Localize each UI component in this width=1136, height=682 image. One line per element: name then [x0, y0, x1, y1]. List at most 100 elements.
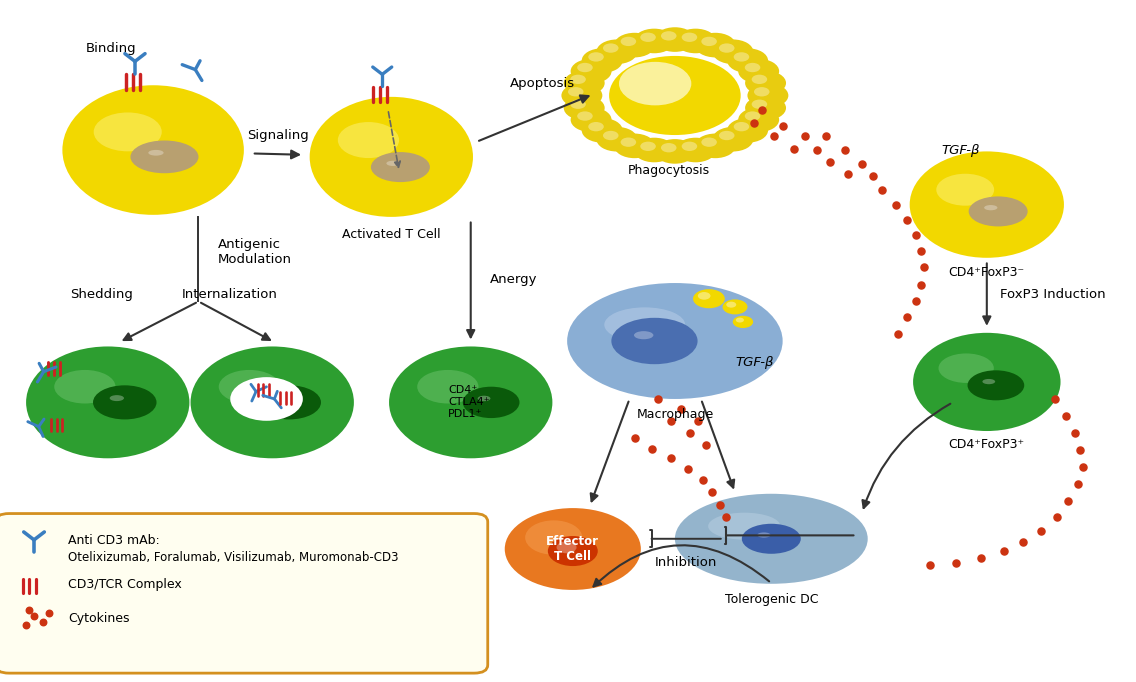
Ellipse shape — [26, 346, 190, 458]
Text: Otelixizumab, Foralumab, Visilizumab, Muromonab-CD3: Otelixizumab, Foralumab, Visilizumab, Mu… — [68, 551, 399, 565]
Circle shape — [620, 37, 636, 46]
Circle shape — [588, 122, 604, 132]
Circle shape — [603, 131, 618, 140]
Ellipse shape — [913, 333, 1061, 431]
Point — [753, 105, 771, 116]
Point — [995, 546, 1013, 557]
Circle shape — [570, 74, 586, 84]
Point — [688, 416, 707, 427]
Circle shape — [661, 31, 677, 40]
Circle shape — [736, 318, 744, 323]
Circle shape — [701, 138, 717, 147]
Point — [808, 145, 826, 155]
Ellipse shape — [310, 97, 473, 217]
Text: Phagocytosis: Phagocytosis — [628, 164, 710, 177]
Point — [1033, 525, 1051, 536]
Text: CD3/TCR Complex: CD3/TCR Complex — [68, 578, 182, 591]
Circle shape — [570, 108, 611, 132]
Point — [821, 157, 840, 168]
Text: Activated T Cell: Activated T Cell — [342, 228, 441, 241]
Point — [40, 608, 58, 619]
Point — [1069, 479, 1087, 490]
Text: Effector
T Cell: Effector T Cell — [546, 535, 600, 563]
Point — [662, 416, 680, 427]
FancyBboxPatch shape — [0, 514, 487, 673]
Circle shape — [654, 139, 695, 164]
Ellipse shape — [274, 395, 289, 401]
Point — [34, 617, 52, 627]
Ellipse shape — [93, 385, 157, 419]
Point — [680, 428, 699, 439]
Circle shape — [557, 542, 577, 553]
Circle shape — [609, 56, 741, 135]
Point — [836, 145, 854, 155]
Circle shape — [231, 377, 303, 421]
Point — [25, 610, 43, 621]
Circle shape — [615, 33, 655, 57]
Point — [662, 453, 680, 464]
Text: Signaling: Signaling — [247, 129, 309, 142]
Point — [717, 512, 735, 522]
Ellipse shape — [191, 346, 354, 458]
Circle shape — [641, 142, 655, 151]
Point — [908, 296, 926, 307]
Ellipse shape — [758, 533, 770, 537]
Circle shape — [563, 95, 604, 120]
Point — [796, 131, 815, 142]
Circle shape — [693, 289, 725, 308]
Circle shape — [754, 87, 769, 96]
Ellipse shape — [62, 85, 244, 215]
Circle shape — [734, 53, 750, 61]
Circle shape — [698, 292, 710, 299]
Circle shape — [752, 74, 767, 84]
Point — [626, 432, 644, 443]
Text: Anti CD3 mAb:: Anti CD3 mAb: — [68, 534, 160, 548]
Circle shape — [577, 63, 593, 72]
Circle shape — [568, 87, 584, 96]
Point — [745, 117, 763, 128]
Point — [711, 499, 729, 510]
Circle shape — [577, 111, 593, 121]
Circle shape — [563, 71, 604, 95]
Circle shape — [570, 59, 611, 83]
Circle shape — [596, 127, 637, 151]
Point — [853, 158, 871, 169]
Circle shape — [620, 138, 636, 147]
Point — [703, 487, 721, 498]
Circle shape — [661, 143, 677, 152]
Ellipse shape — [337, 122, 399, 158]
Text: CD4⁺FoxP3⁺: CD4⁺FoxP3⁺ — [949, 438, 1025, 451]
Circle shape — [561, 83, 602, 108]
Point — [643, 443, 661, 454]
Point — [17, 620, 35, 631]
Circle shape — [712, 127, 753, 151]
Point — [774, 121, 792, 132]
Text: CD4⁺
CTLA4⁺
PDL1⁺: CD4⁺ CTLA4⁺ PDL1⁺ — [448, 385, 490, 419]
Point — [649, 394, 667, 404]
Circle shape — [504, 508, 641, 590]
Point — [785, 143, 803, 154]
Text: Internalization: Internalization — [182, 288, 277, 301]
Ellipse shape — [634, 331, 653, 339]
Circle shape — [596, 40, 637, 64]
Point — [840, 168, 858, 179]
Ellipse shape — [386, 161, 400, 166]
Circle shape — [701, 37, 717, 46]
Text: CD4⁺FoxP3⁻: CD4⁺FoxP3⁻ — [949, 266, 1025, 279]
Circle shape — [745, 111, 760, 121]
Point — [899, 214, 917, 225]
Circle shape — [719, 131, 735, 140]
Circle shape — [727, 48, 768, 73]
Text: Binding: Binding — [86, 42, 136, 55]
Ellipse shape — [110, 395, 124, 401]
Point — [874, 184, 892, 195]
Ellipse shape — [567, 283, 783, 399]
Ellipse shape — [742, 524, 801, 554]
Circle shape — [641, 33, 655, 42]
Point — [912, 280, 930, 291]
Ellipse shape — [604, 308, 685, 342]
Text: Apoptosis: Apoptosis — [510, 77, 575, 90]
Ellipse shape — [611, 318, 698, 364]
Point — [671, 404, 690, 415]
Ellipse shape — [936, 174, 994, 206]
